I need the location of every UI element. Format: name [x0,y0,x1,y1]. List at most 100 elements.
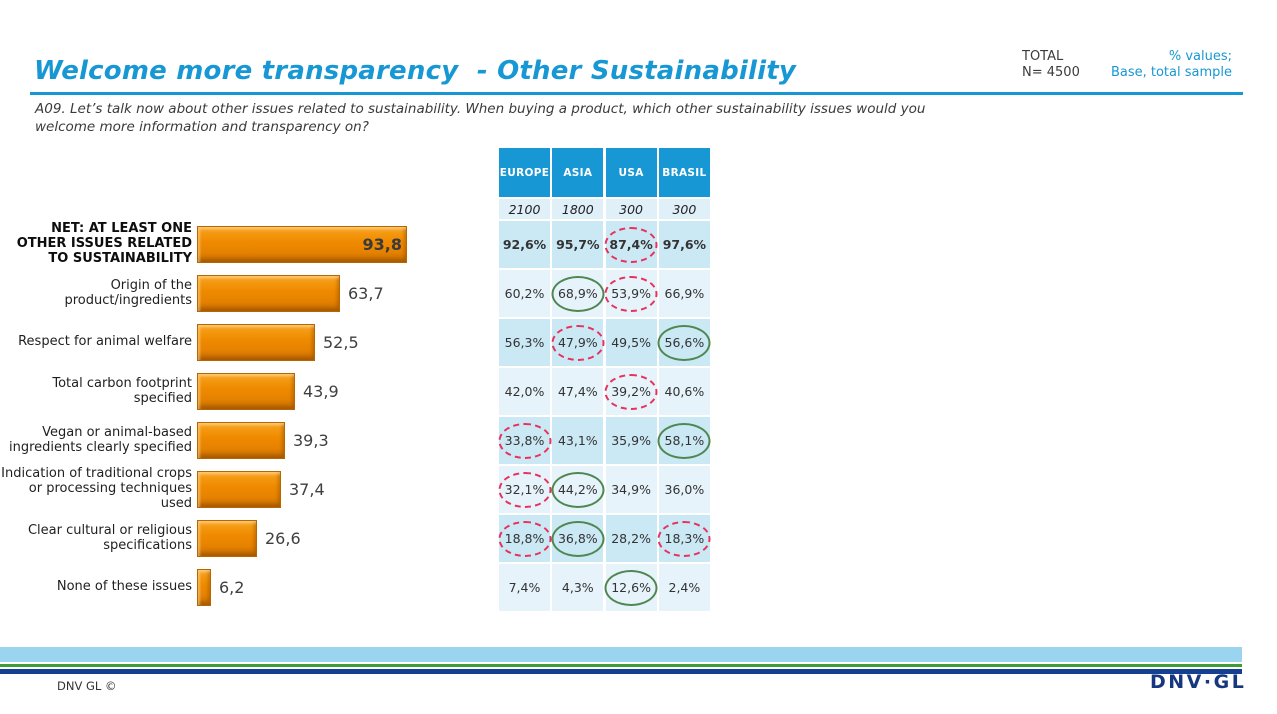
cell-value: 66,9% [664,286,705,301]
cell-value: 60,2% [504,286,545,301]
page-title: Welcome more transparency - Other Sustai… [34,56,797,86]
cell-value: 58,1% [664,433,705,448]
total-label: TOTAL [1022,49,1064,64]
bar-value: 37,4 [289,480,325,499]
bar [197,569,211,606]
bar-value: 6,2 [219,578,245,597]
cell-value: 40,6% [664,384,705,399]
row-label: Total carbon footprint specified [52,375,192,406]
dnv-gl-logo: DNV·GL [1150,671,1247,693]
table-cell: 97,6% [658,221,710,268]
cell-value: 47,9% [557,335,598,350]
table-cell: 36,0% [658,466,710,513]
base-size-cell: 2100 [499,199,550,219]
bar [197,275,340,312]
bar-value: 43,9 [303,382,339,401]
table-cell: 53,9% [604,270,658,317]
row-label: Clear cultural or religious specificatio… [27,522,192,553]
cell-value: 32,1% [504,482,545,497]
table-cell: 92,6% [499,221,550,268]
base-size-cell: 300 [658,199,710,219]
column-header-europe: EUROPE [499,148,550,197]
bar-value: 26,6 [265,529,301,548]
base-size-cell: 1800 [552,199,604,219]
table-cell: 95,7% [552,221,604,268]
cell-value: 47,4% [557,384,598,399]
footer-stripe-lightblue [0,647,1242,662]
title-divider [30,92,1243,95]
table-cell: 43,1% [552,417,604,464]
row-label: Vegan or animal-based ingredients clearl… [9,424,192,455]
row-label: Indication of traditional crops or proce… [1,466,192,511]
table-cell: 18,3% [657,515,711,562]
cell-value: 56,3% [504,335,545,350]
column-header-brasil: BRASIL [658,148,710,197]
cell-value: 68,9% [557,286,598,301]
row-label: Respect for animal welfare [18,334,192,350]
table-cell: 36,8% [551,515,605,562]
table-cell: 47,4% [552,368,604,415]
table-cell: 56,6% [657,319,711,366]
cell-value: 7,4% [508,580,541,595]
base-size-cell: 300 [605,199,657,219]
values-note-line1: % values; [1168,49,1232,64]
table-cell: 60,2% [499,270,550,317]
cell-value: 35,9% [611,433,651,448]
table-cell: 33,8% [498,417,551,464]
cell-value: 2,4% [668,580,701,595]
cell-value: 36,8% [557,531,598,546]
bar-value: 93,8 [362,235,402,254]
total-base-info: TOTAL N= 4500 [1022,49,1080,80]
row-label: None of these issues [56,579,192,595]
cell-value: 44,2% [557,482,598,497]
table-cell: 49,5% [605,319,657,366]
cell-value: 92,6% [502,237,547,252]
bar-value: 52,5 [323,333,359,352]
question-text: A09. Let’s talk now about other issues r… [35,101,926,135]
bar [197,373,295,410]
cell-value: 36,0% [664,482,705,497]
column-header-asia: ASIA [552,148,604,197]
table-cell: 40,6% [658,368,710,415]
table-cell: 56,3% [499,319,550,366]
table-cell: 47,9% [551,319,605,366]
cell-value: 97,6% [662,237,707,252]
values-note-line2: Base, total sample [1110,64,1232,80]
total-n: N= 4500 [1022,64,1080,80]
footer-stripe-navy [0,669,1242,674]
bar-value: 39,3 [293,431,329,450]
cell-value: 28,2% [611,531,651,546]
cell-value: 12,6% [611,580,651,595]
cell-value: 33,8% [504,433,545,448]
cell-value: 87,4% [609,237,653,252]
table-cell: 28,2% [605,515,657,562]
bar [197,422,285,459]
cell-value: 18,8% [504,531,545,546]
bar: 93,8 [197,226,407,263]
table-cell: 44,2% [551,466,605,513]
table-cell: 58,1% [657,417,711,464]
table-cell: 12,6% [604,564,658,611]
cell-value: 53,9% [611,286,651,301]
row-label: Origin of the product/ingredients [64,277,192,308]
cell-value: 39,2% [611,384,651,399]
cell-value: 49,5% [611,335,651,350]
table-cell: 35,9% [605,417,657,464]
table-cell: 34,9% [605,466,657,513]
cell-value: 34,9% [611,482,651,497]
cell-value: 4,3% [561,580,594,595]
bar [197,471,281,508]
values-note: % values; Base, total sample [1082,49,1232,80]
table-cell: 87,4% [604,221,658,268]
cell-value: 42,0% [504,384,545,399]
table-cell: 2,4% [658,564,710,611]
cell-value: 18,3% [664,531,705,546]
table-cell: 7,4% [499,564,550,611]
copyright-text: DNV GL © [57,679,117,693]
cell-value: 56,6% [664,335,705,350]
table-cell: 18,8% [498,515,551,562]
table-cell: 42,0% [499,368,550,415]
table-cell: 39,2% [604,368,658,415]
table-cell: 66,9% [658,270,710,317]
